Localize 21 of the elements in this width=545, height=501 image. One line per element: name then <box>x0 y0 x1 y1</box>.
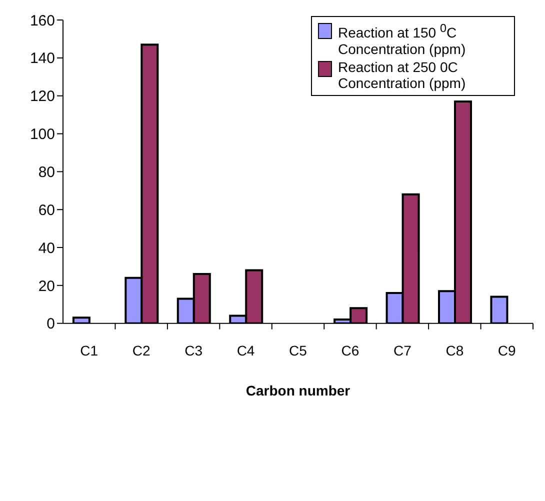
x-tick-label: C1 <box>80 342 98 358</box>
legend-label: Reaction at 150 $^{0}$C Concentration (ppm) <box>338 21 467 57</box>
y-tick-label: 140 <box>30 50 55 68</box>
legend-label: Reaction at 250 0C Concentration (ppm) <box>338 58 467 91</box>
x-tick-label: C2 <box>132 342 150 358</box>
y-tick-label: 100 <box>30 126 55 144</box>
x-tick-label: C7 <box>393 342 412 358</box>
y-tick-label: 80 <box>38 164 55 181</box>
y-tick-label: 160 <box>30 12 55 30</box>
x-axis-title: Carbon number <box>246 382 351 398</box>
y-tick-label: 0 <box>46 316 55 333</box>
x-tick-label: C6 <box>341 342 360 358</box>
x-tick-label: C3 <box>184 342 203 358</box>
x-tick-label: C9 <box>498 342 516 358</box>
x-tick-label: C8 <box>446 342 464 358</box>
y-tick-label: 20 <box>38 278 55 295</box>
x-tick-label: C5 <box>289 342 308 358</box>
y-tick-label: 120 <box>30 88 55 106</box>
y-tick-label: 40 <box>38 240 55 257</box>
y-tick-label: 60 <box>38 202 55 219</box>
x-tick-label: C4 <box>236 342 255 358</box>
